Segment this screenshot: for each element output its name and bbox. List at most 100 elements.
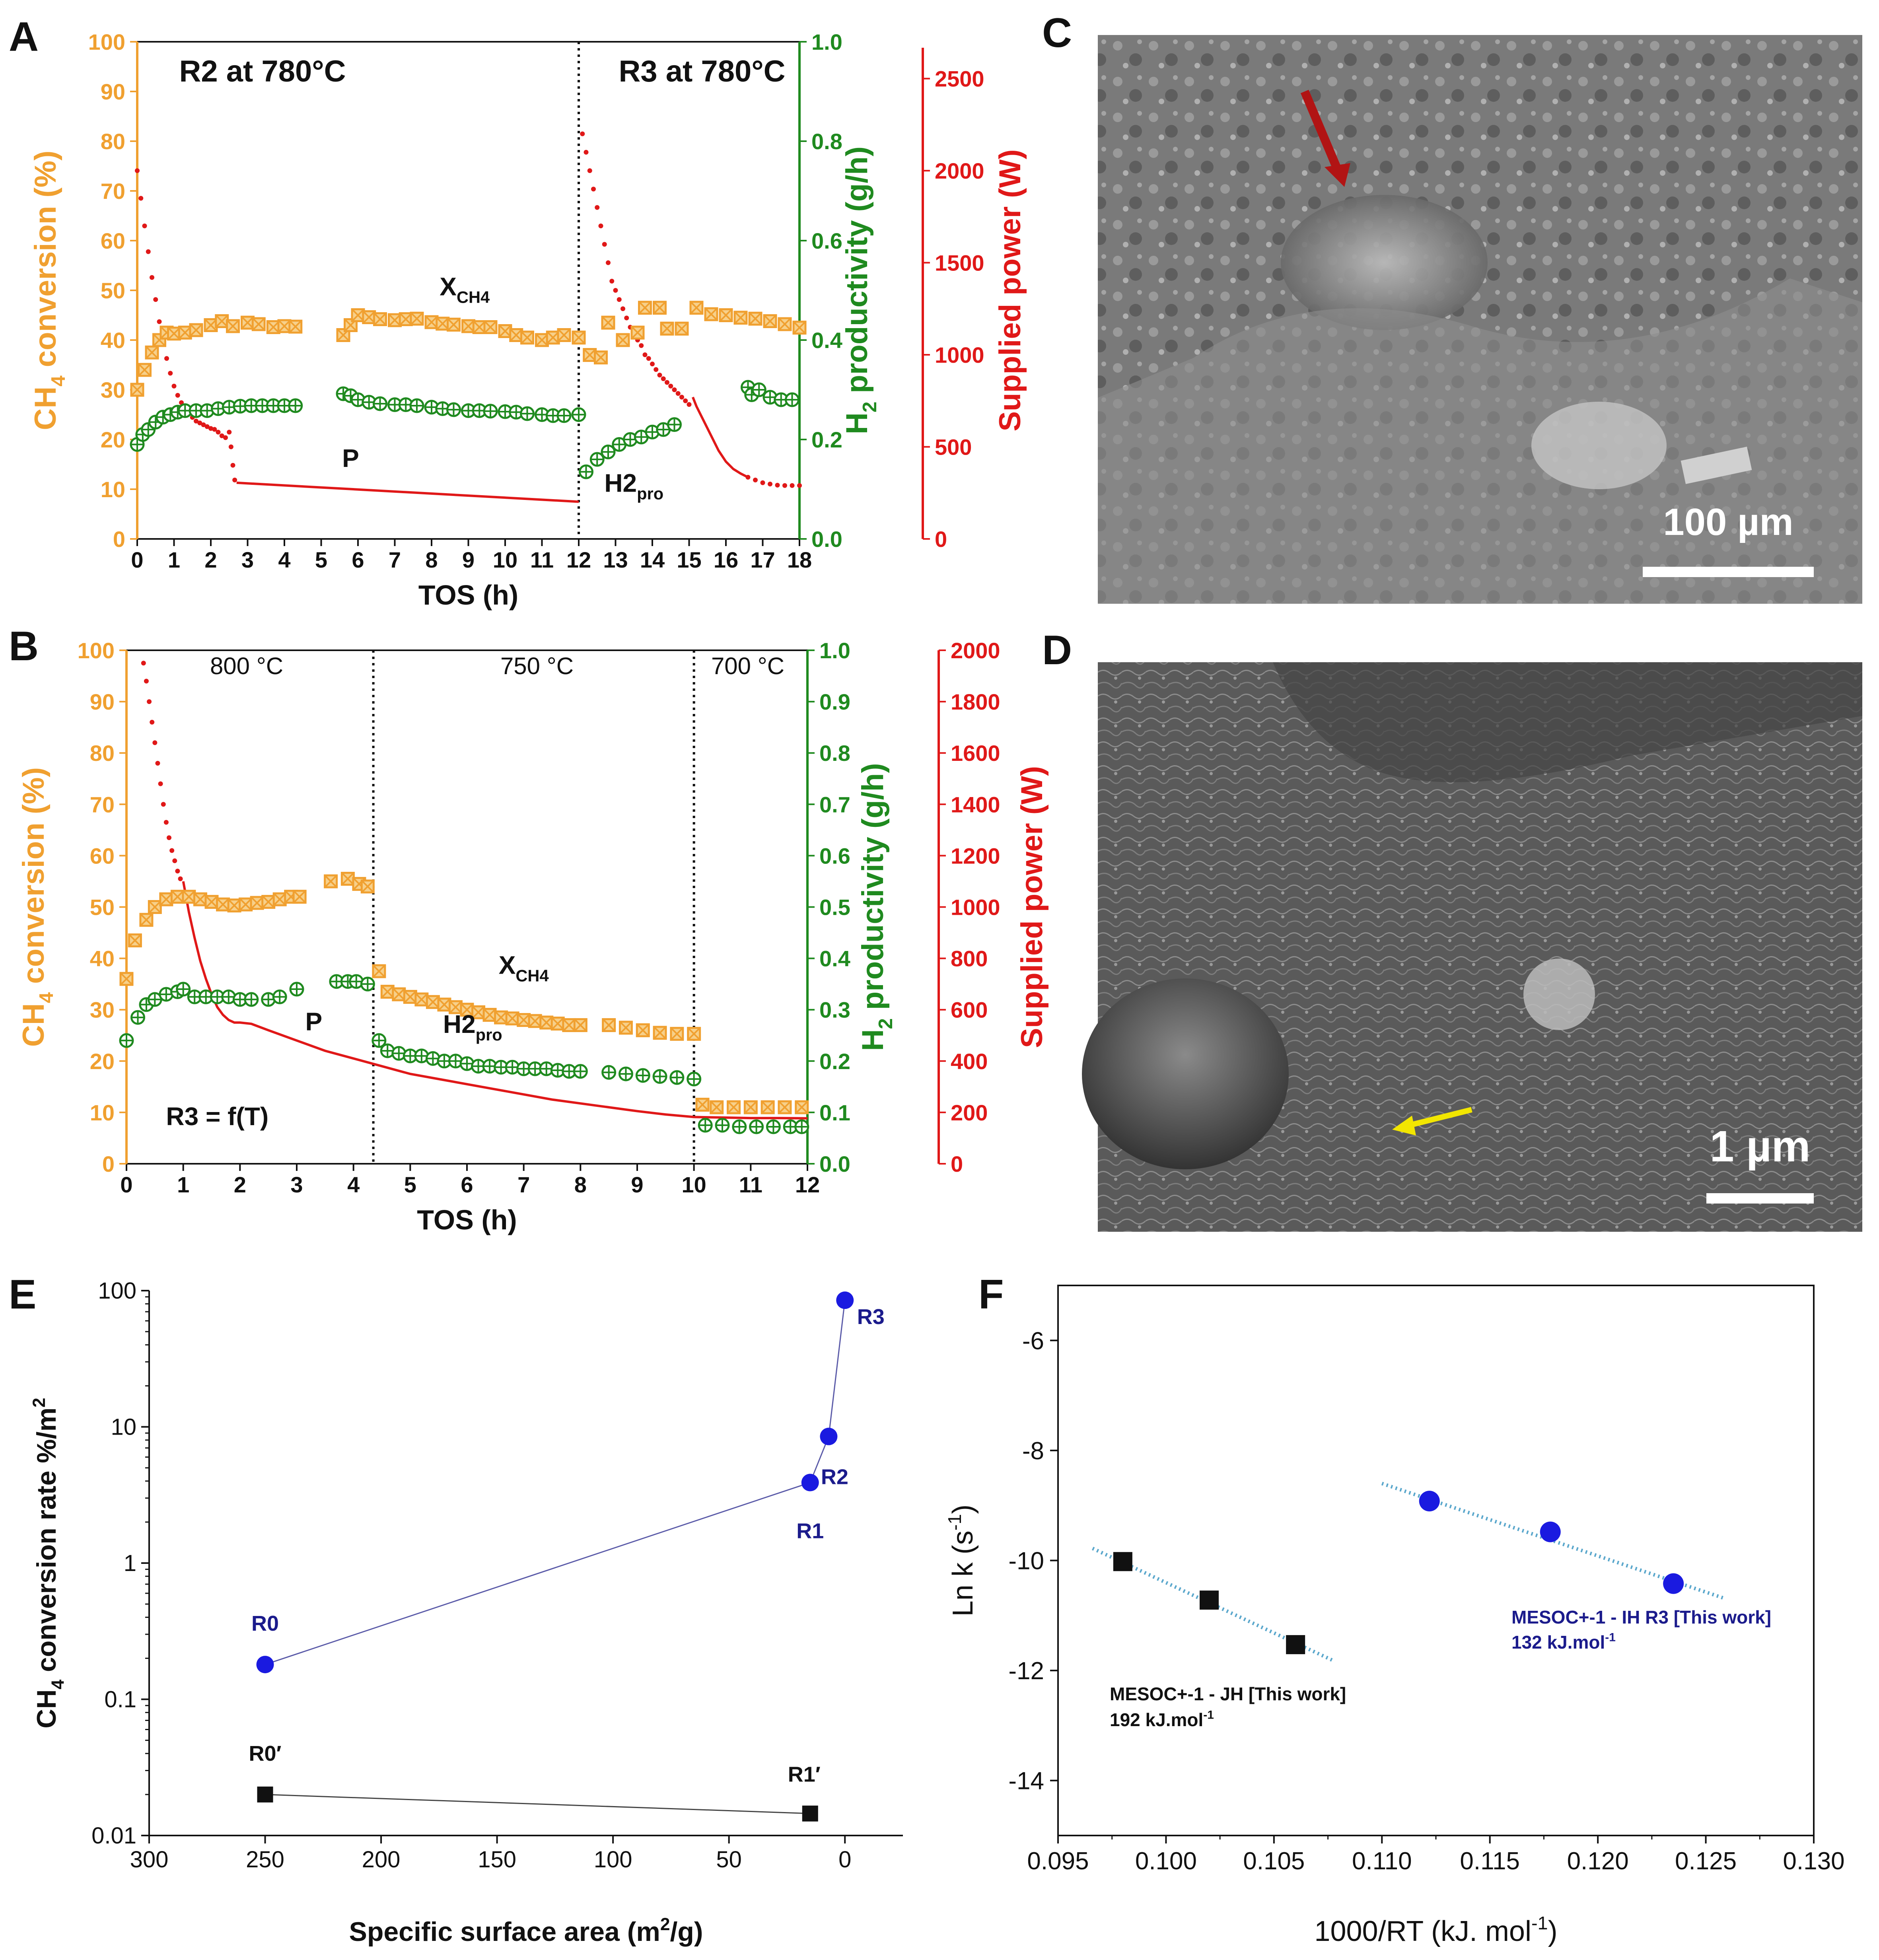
y-right-power-tick-label: 200 <box>951 1100 988 1125</box>
ch4-conversion-point-x <box>171 890 184 904</box>
y-right-power-tick-label: 2000 <box>935 158 984 183</box>
h2-productivity-point-plus <box>222 990 235 1003</box>
power-point <box>169 848 175 853</box>
h2-productivity-point-plus <box>635 430 648 443</box>
series-annotation: XCH4 <box>440 272 490 307</box>
ch4-conversion-point-x <box>638 301 652 315</box>
x-tick-label: 0 <box>838 1847 851 1872</box>
red-arrow-icon <box>1325 163 1350 187</box>
ch4-conversion-point-x <box>167 327 181 340</box>
ch4-conversion-point-x <box>557 329 571 342</box>
panel-label-d: D <box>1042 627 1072 673</box>
region-label: 750 °C <box>500 653 574 679</box>
x-tick-label: 9 <box>631 1172 643 1197</box>
h2-productivity-point-plus <box>120 1034 133 1047</box>
ch4-conversion-point-x <box>462 319 475 333</box>
x-tick-label: 2 <box>234 1172 246 1197</box>
jh-activation-energy: 192 kJ.mol-1 <box>1110 1709 1214 1730</box>
ih-series-label: MESOC+-1 - IH R3 [This work] <box>1511 1607 1771 1628</box>
ch4-conversion-point-x <box>602 1019 616 1032</box>
panel-label-a: A <box>9 14 39 60</box>
ih-point <box>1663 1573 1684 1594</box>
y-left-tick-label: 0 <box>113 527 125 552</box>
ch4-conversion-point-x <box>484 321 497 334</box>
y-right-h2-axis-title: H2 productivity (g/h) <box>840 146 881 434</box>
x-tick-label: 14 <box>640 547 665 572</box>
panel-label-e: E <box>9 1272 36 1318</box>
ch4-conversion-point-x <box>148 900 161 914</box>
y-tick-label: -10 <box>1008 1548 1044 1575</box>
x-tick-label: 5 <box>404 1172 416 1197</box>
power-point <box>204 424 210 429</box>
ch4-conversion-point-x <box>528 1014 542 1028</box>
y-right-power-tick-label: 1800 <box>951 689 1000 714</box>
ch4-conversion-point-x <box>460 1003 474 1017</box>
power-point <box>687 402 692 407</box>
h2-productivity-point-plus <box>521 407 534 420</box>
power-point <box>157 319 162 324</box>
y-right-power-tick-label: 800 <box>951 946 988 971</box>
x-tick-label: 0.125 <box>1675 1847 1737 1875</box>
power-point <box>171 383 177 389</box>
y-tick-label: 0.1 <box>104 1687 136 1713</box>
h2-productivity-point-plus <box>657 423 670 436</box>
region-label: 700 °C <box>711 653 784 679</box>
y-left-tick-label: 50 <box>101 278 125 303</box>
y-right-h2-tick-label: 0.7 <box>819 792 850 817</box>
power-point <box>595 205 600 210</box>
x-tick-label: 0.110 <box>1352 1847 1412 1875</box>
ch4-conversion-point-x <box>410 312 424 325</box>
x-tick-label: 0.095 <box>1027 1847 1089 1875</box>
ch4-conversion-point-x <box>521 331 534 344</box>
h2-productivity-point-plus <box>426 1052 440 1065</box>
ch4-conversion-point-x <box>562 1019 576 1032</box>
power-point <box>584 150 589 155</box>
x-tick-label: 4 <box>278 547 290 572</box>
power-point <box>163 820 169 825</box>
ch4-conversion-point-x <box>138 363 151 377</box>
power-point <box>147 699 152 704</box>
power-point <box>227 430 232 435</box>
x-tick-label: 0.130 <box>1783 1847 1844 1875</box>
y-right-power-tick-label: 1200 <box>951 843 1000 868</box>
h2-productivity-point-plus <box>148 993 161 1006</box>
h2-productivity-point-plus <box>392 1047 405 1060</box>
x-tick-label: 5 <box>315 547 327 572</box>
y-tick-label: -6 <box>1022 1327 1044 1355</box>
jh-series-label: MESOC+-1 - JH [This work] <box>1110 1684 1346 1704</box>
y-right-h2-tick-label: 0.8 <box>811 129 842 154</box>
ch4-conversion-point-x <box>228 899 241 912</box>
y-right-h2-tick-label: 0.4 <box>819 946 850 971</box>
y-right-h2-tick-label: 0.8 <box>819 741 850 766</box>
ch4-conversion-point-x <box>583 348 597 362</box>
x-tick-label: 12 <box>566 547 591 572</box>
ch4-conversion-point-x <box>517 1013 531 1027</box>
x-tick-label: 17 <box>750 547 775 572</box>
y-right-h2-tick-label: 0.9 <box>819 689 850 714</box>
ch4-conversion-point-x <box>660 322 674 335</box>
region-label: R2 at 780°C <box>179 54 346 88</box>
y-tick-label: -14 <box>1008 1768 1044 1795</box>
h2-productivity-point-plus <box>574 1065 587 1078</box>
ch4-conversion-point-x <box>687 1027 701 1040</box>
y-right-power-tick-label: 0 <box>935 527 947 552</box>
h2-productivity-point-plus <box>461 1057 473 1070</box>
power-point <box>745 474 751 480</box>
series-annotation: H2pro <box>604 469 663 503</box>
h2-productivity-point-plus <box>668 418 681 431</box>
jh-fit-line <box>1091 1546 1335 1663</box>
power-point <box>175 869 180 874</box>
ch4-conversion-point-x <box>449 1000 462 1014</box>
ch4-conversion-point-x <box>252 317 265 331</box>
y-right-h2-tick-label: 0.1 <box>819 1100 850 1125</box>
ref-point-label: R0′ <box>249 1742 282 1766</box>
x-tick-label: 150 <box>478 1847 516 1872</box>
y-right-h2-tick-label: 0.2 <box>819 1049 850 1074</box>
power-point <box>580 131 585 136</box>
rates-line <box>265 1300 846 1665</box>
h2-productivity-point-plus <box>750 1120 763 1134</box>
jh-point <box>1200 1591 1219 1610</box>
x-tick-label: 0 <box>120 1172 132 1197</box>
ih-point <box>1419 1491 1440 1512</box>
